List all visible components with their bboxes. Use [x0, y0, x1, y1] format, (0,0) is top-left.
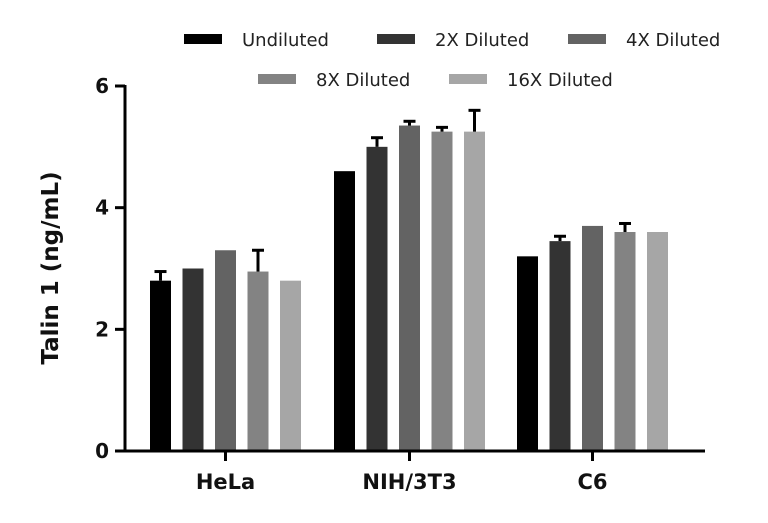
bar-c6-series-4 — [614, 232, 636, 451]
bar-hela-series-3 — [215, 250, 236, 451]
x-category-label: HeLa — [196, 470, 255, 494]
bar-c6-series-3 — [582, 225, 603, 451]
legend-label: 2X Diluted — [435, 30, 529, 51]
bar-nih-3t3-series-3 — [399, 125, 420, 452]
legend-label: 4X Diluted — [626, 30, 720, 51]
legend-swatch — [184, 34, 222, 44]
y-tick-label: 4 — [95, 196, 109, 220]
legend-swatch — [377, 34, 415, 44]
legend: Undiluted 2X Diluted 4X Diluted 8X Diluted 1… — [184, 30, 720, 91]
y-tick-label: 6 — [95, 74, 109, 98]
legend-label: Undiluted — [242, 30, 329, 51]
error-bars-group — [154, 108, 631, 281]
y-tick-label: 0 — [95, 439, 109, 463]
bar-hela-series-5 — [280, 280, 301, 451]
legend-label: 16X Diluted — [507, 70, 613, 91]
bar-c6-series-1 — [517, 256, 538, 451]
bar-nih-3t3-series-2 — [366, 146, 388, 452]
y-axis-title: Talin 1 (ng/mL) — [38, 171, 64, 364]
bar-hela-series-2 — [182, 268, 204, 451]
legend-swatch — [568, 34, 606, 44]
bar-nih-3t3-series-1 — [334, 171, 355, 451]
bar-c6-series-5 — [647, 232, 668, 451]
legend-swatch — [258, 74, 296, 84]
legend-swatch — [449, 74, 487, 84]
bars-group — [150, 125, 668, 452]
x-category-label: C6 — [577, 470, 607, 494]
bar-hela-series-1 — [150, 280, 171, 451]
bar-nih-3t3-series-4 — [431, 131, 453, 451]
x-category-label: NIH/3T3 — [362, 470, 456, 494]
bar-c6-series-2 — [549, 241, 571, 451]
bar-hela-series-4 — [247, 271, 269, 451]
bar-nih-3t3-series-5 — [464, 131, 485, 451]
axes-group: 0 2 4 6 HeLa NIH/3T3 C6 — [95, 74, 705, 494]
legend-label: 8X Diluted — [316, 70, 410, 91]
y-tick-label: 2 — [95, 317, 109, 341]
